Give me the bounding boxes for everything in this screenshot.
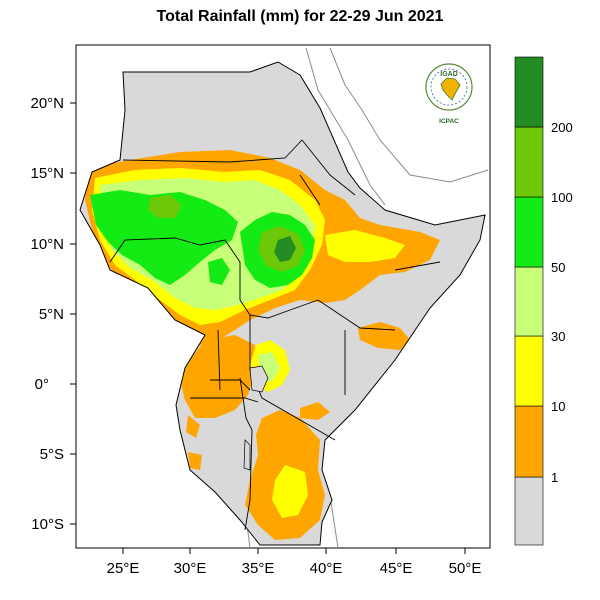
lon-label-50e: 50°E xyxy=(449,560,482,577)
legend-swatch-4 xyxy=(514,196,544,268)
lat-label-5n: 5°N xyxy=(39,306,64,323)
legend-swatch-6 xyxy=(514,56,544,128)
lakes xyxy=(243,365,269,471)
legend-swatch-2 xyxy=(514,335,544,407)
logo-igad-text: IGAD xyxy=(440,71,458,78)
lat-label-0: 0° xyxy=(35,376,49,393)
legend-break-1: 1 xyxy=(551,470,558,485)
logo-inner-ring xyxy=(430,68,468,106)
africa-icon xyxy=(440,77,461,101)
map-title: Total Rainfall (mm) for 22-29 Jun 2021 xyxy=(156,8,444,25)
lat-label-15n: 15°N xyxy=(30,165,64,182)
lat-label-5s: 5°S xyxy=(40,446,64,463)
legend-swatch-0 xyxy=(514,476,544,546)
legend-break-100: 100 xyxy=(551,190,573,205)
axis-ticks xyxy=(70,102,466,554)
legend-swatch-1 xyxy=(514,405,544,478)
legend-break-30: 30 xyxy=(551,329,565,344)
lon-label-35e: 35°E xyxy=(242,560,275,577)
lat-label-10s: 10°S xyxy=(31,516,64,533)
lon-label-45e: 45°E xyxy=(380,560,413,577)
igad-icpac-logo: IGAD ICPAC xyxy=(425,63,473,125)
lon-label-25e: 25°E xyxy=(107,560,140,577)
legend-break-200: 200 xyxy=(551,120,573,135)
logo-icpac-text: ICPAC xyxy=(439,118,459,125)
lat-label-20n: 20°N xyxy=(30,95,64,112)
lat-label-10n: 10°N xyxy=(30,236,64,253)
legend-colorbar xyxy=(514,56,544,546)
region-outline xyxy=(79,61,486,546)
rain-zone-above-200 xyxy=(274,236,296,262)
legend-swatch-5 xyxy=(514,126,544,198)
lon-label-40e: 40°E xyxy=(310,560,343,577)
legend-break-10: 10 xyxy=(551,399,565,414)
legend-swatch-3 xyxy=(514,266,544,337)
rain-zone-50-100 xyxy=(90,190,315,288)
legend-break-50: 50 xyxy=(551,260,565,275)
lon-label-30e: 30°E xyxy=(174,560,207,577)
